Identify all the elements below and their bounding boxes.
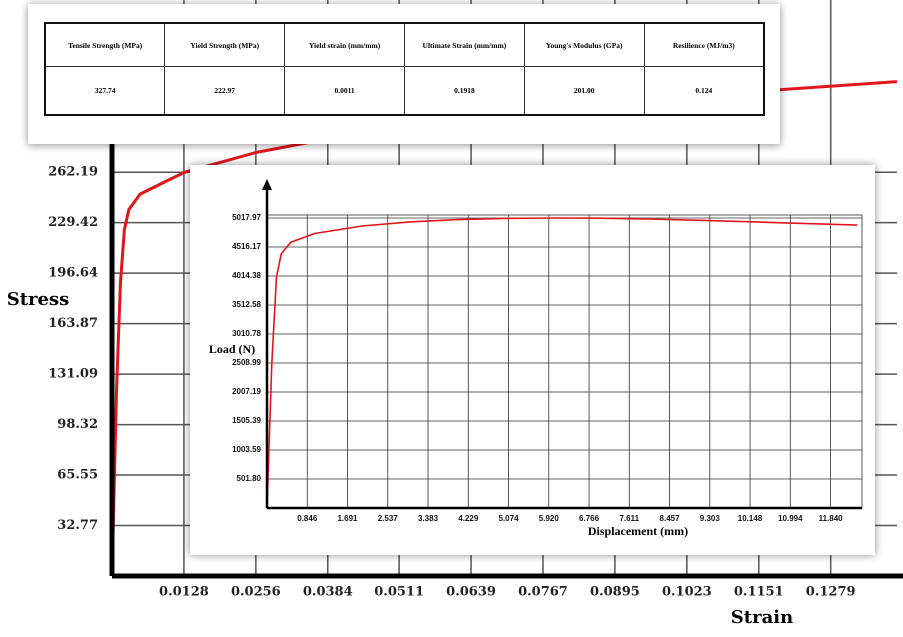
x-tick-label: 0.0384 — [303, 585, 353, 600]
y-tick-label: 1003.59 — [232, 445, 261, 454]
y-tick-label: 3010.78 — [232, 329, 261, 338]
x-tick-label: 0.0767 — [518, 585, 568, 600]
x-tick-label: 0.0639 — [446, 585, 496, 600]
x-tick-label: 11.840 — [819, 514, 844, 523]
x-axis-label: Displacement (mm) — [588, 524, 688, 538]
y-tick-label: 2007.19 — [232, 387, 261, 396]
x-tick-label: 0.0895 — [590, 585, 640, 600]
data-line — [266, 217, 858, 509]
x-tick-label: 0.0511 — [374, 585, 424, 600]
x-tick-label: 10.994 — [778, 514, 803, 523]
y-tick-label: 32.77 — [57, 518, 98, 533]
x-tick-label: 0.1279 — [806, 585, 856, 600]
x-tick-label: 10.148 — [738, 514, 763, 523]
y-axis-label: Stress — [7, 289, 70, 310]
y-tick-label: 262.19 — [48, 165, 98, 180]
load-displacement-chart: 0.846 1.691 2.537 3.383 4.229 5.074 5.920 6.766… — [209, 179, 863, 538]
data-cell: 201.00 — [523, 66, 645, 116]
x-tick-label: 1.691 — [337, 514, 358, 523]
header-cell: Resilience (MJ/m3) — [643, 22, 765, 67]
y-axis-arrow — [262, 179, 272, 190]
y-axis-label: Load (N) — [209, 342, 255, 356]
y-tick-label: 4014.38 — [232, 271, 261, 280]
x-tick-label: 7.611 — [619, 514, 639, 523]
y-tick-label: 131.09 — [48, 367, 98, 382]
header-cell: Young's Modulus (GPa) — [523, 22, 645, 67]
x-tick-label: 8.457 — [660, 514, 681, 523]
y-tick-label: 65.55 — [57, 468, 98, 483]
y-tick-label: 4516.17 — [232, 242, 261, 251]
plot-frame — [266, 214, 863, 509]
x-tick-label: 0.1023 — [662, 585, 712, 600]
data-cell: 327.74 — [44, 66, 166, 116]
table-panel: Tensile Strength (MPa) Yield Strength (MP… — [28, 4, 780, 144]
y-tick-label: 2508.99 — [232, 358, 261, 367]
inset-panel: 0.846 1.691 2.537 3.383 4.229 5.074 5.920 6.766… — [190, 165, 875, 555]
y-tick-label: 5017.97 — [232, 213, 261, 222]
data-cell: 0.0011 — [284, 66, 405, 116]
x-tick-label: 5.074 — [499, 514, 520, 523]
x-tick-label: 0.0256 — [231, 585, 281, 600]
x-tick-label: 4.229 — [458, 514, 479, 523]
y-tick-label: 163.87 — [48, 316, 98, 331]
header-cell: Yield Strength (MPa) — [164, 22, 286, 67]
x-tick-label: 0.846 — [297, 514, 318, 523]
data-row: 327.74 222.97 0.0011 0.1918 201.00 0.124 — [44, 66, 765, 116]
y-tick-label: 501.80 — [237, 474, 262, 483]
y-tick-label: 196.64 — [48, 266, 98, 281]
x-tick-label: 5.920 — [539, 514, 560, 523]
x-tick-label: 6.766 — [579, 514, 600, 523]
y-tick-label: 98.32 — [57, 417, 98, 432]
data-cell: 0.124 — [643, 66, 765, 116]
header-cell: Ultimate Strain (mm/mm) — [403, 22, 525, 67]
header-row: Tensile Strength (MPa) Yield Strength (MP… — [44, 22, 765, 67]
x-axis-label: Strain — [731, 607, 793, 628]
y-tick-label: 1505.39 — [232, 416, 261, 425]
y-tick-label: 229.42 — [48, 215, 98, 230]
x-tick-label: 0.0128 — [159, 585, 209, 600]
x-tick-label: 0.1151 — [734, 585, 784, 600]
header-cell: Tensile Strength (MPa) — [44, 22, 166, 67]
data-cell: 222.97 — [164, 66, 286, 116]
x-tick-label: 3.383 — [418, 514, 439, 523]
x-tick-label: 9.303 — [700, 514, 721, 523]
data-cell: 0.1918 — [403, 66, 525, 116]
y-tick-label: 3512.58 — [232, 300, 261, 309]
x-tick-label: 2.537 — [378, 514, 399, 523]
properties-table: Tensile Strength (MPa) Yield Strength (MP… — [44, 22, 765, 116]
header-cell: Yield strain (mm/mm) — [284, 22, 405, 67]
